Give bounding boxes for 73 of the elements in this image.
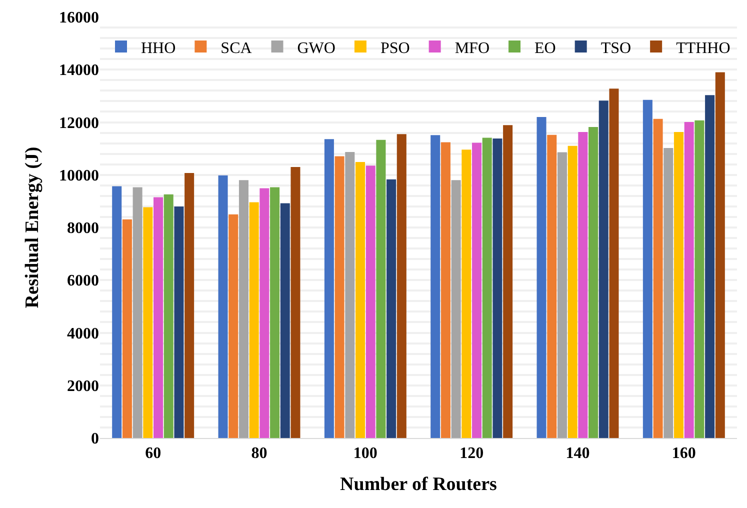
bar — [430, 135, 440, 438]
x-axis-title: Number of Routers — [340, 474, 497, 495]
bar — [164, 194, 174, 438]
legend-label: TSO — [600, 40, 632, 57]
bar — [694, 120, 704, 438]
bar — [345, 152, 355, 438]
bar — [290, 166, 300, 438]
y-tick-label: 4000 — [67, 325, 99, 342]
bar — [684, 122, 694, 438]
bar — [270, 187, 280, 438]
bar — [334, 156, 344, 438]
y-tick-label: 2000 — [67, 378, 99, 395]
y-tick-label: 8000 — [67, 220, 99, 238]
y-tick-label: 10000 — [59, 167, 99, 184]
bar — [249, 202, 259, 438]
bar — [355, 162, 365, 438]
bar — [609, 88, 619, 438]
bar — [396, 134, 406, 438]
bar — [112, 186, 122, 438]
bar — [568, 146, 578, 438]
bar — [536, 116, 546, 438]
bar — [228, 214, 238, 438]
legend-label: GWO — [297, 40, 336, 57]
x-tick-label: 120 — [460, 445, 484, 462]
bar — [132, 187, 142, 438]
bar — [440, 142, 450, 438]
bar — [653, 118, 663, 438]
bar — [260, 188, 270, 438]
bar — [238, 180, 248, 438]
bar — [366, 166, 376, 438]
bar — [218, 175, 228, 438]
legend-label: EO — [534, 40, 556, 57]
bar — [642, 100, 652, 438]
legend-label: SCA — [220, 40, 252, 57]
bar — [578, 132, 588, 438]
bar — [547, 134, 557, 438]
legend-label: TTHHO — [676, 40, 730, 57]
y-tick-label: 16000 — [59, 10, 99, 27]
x-tick-label: 60 — [145, 445, 162, 462]
bar — [705, 95, 715, 438]
bar — [503, 125, 513, 438]
bar — [386, 179, 396, 438]
x-tick-label: 160 — [672, 445, 696, 462]
y-axis-title: Residual Energy (J) — [22, 146, 43, 308]
legend-label: MFO — [454, 40, 490, 57]
bar — [154, 197, 164, 438]
legend-label: PSO — [380, 40, 410, 57]
bar — [174, 206, 184, 438]
bar — [184, 173, 194, 438]
bar — [143, 207, 153, 438]
bar — [280, 203, 290, 438]
bar — [122, 219, 132, 438]
x-tick-label: 80 — [251, 445, 268, 462]
bar — [462, 150, 472, 438]
x-tick-label: 140 — [566, 445, 590, 462]
y-tick-label: 12000 — [59, 114, 99, 132]
x-tick-label: 100 — [353, 445, 378, 462]
y-tick-label: 6000 — [67, 272, 99, 290]
bar — [557, 152, 567, 438]
bar — [598, 100, 608, 438]
bar — [451, 180, 461, 438]
bar — [674, 132, 684, 438]
legend-label: HHO — [141, 40, 176, 57]
bar — [376, 140, 386, 438]
y-tick-label: 0 — [91, 430, 99, 448]
bar — [492, 138, 502, 438]
y-tick-label: 14000 — [59, 62, 99, 80]
bar — [472, 142, 482, 438]
bar — [324, 139, 334, 438]
bar — [664, 148, 674, 438]
bar — [715, 72, 725, 438]
bar — [588, 126, 598, 438]
bar — [482, 138, 492, 438]
